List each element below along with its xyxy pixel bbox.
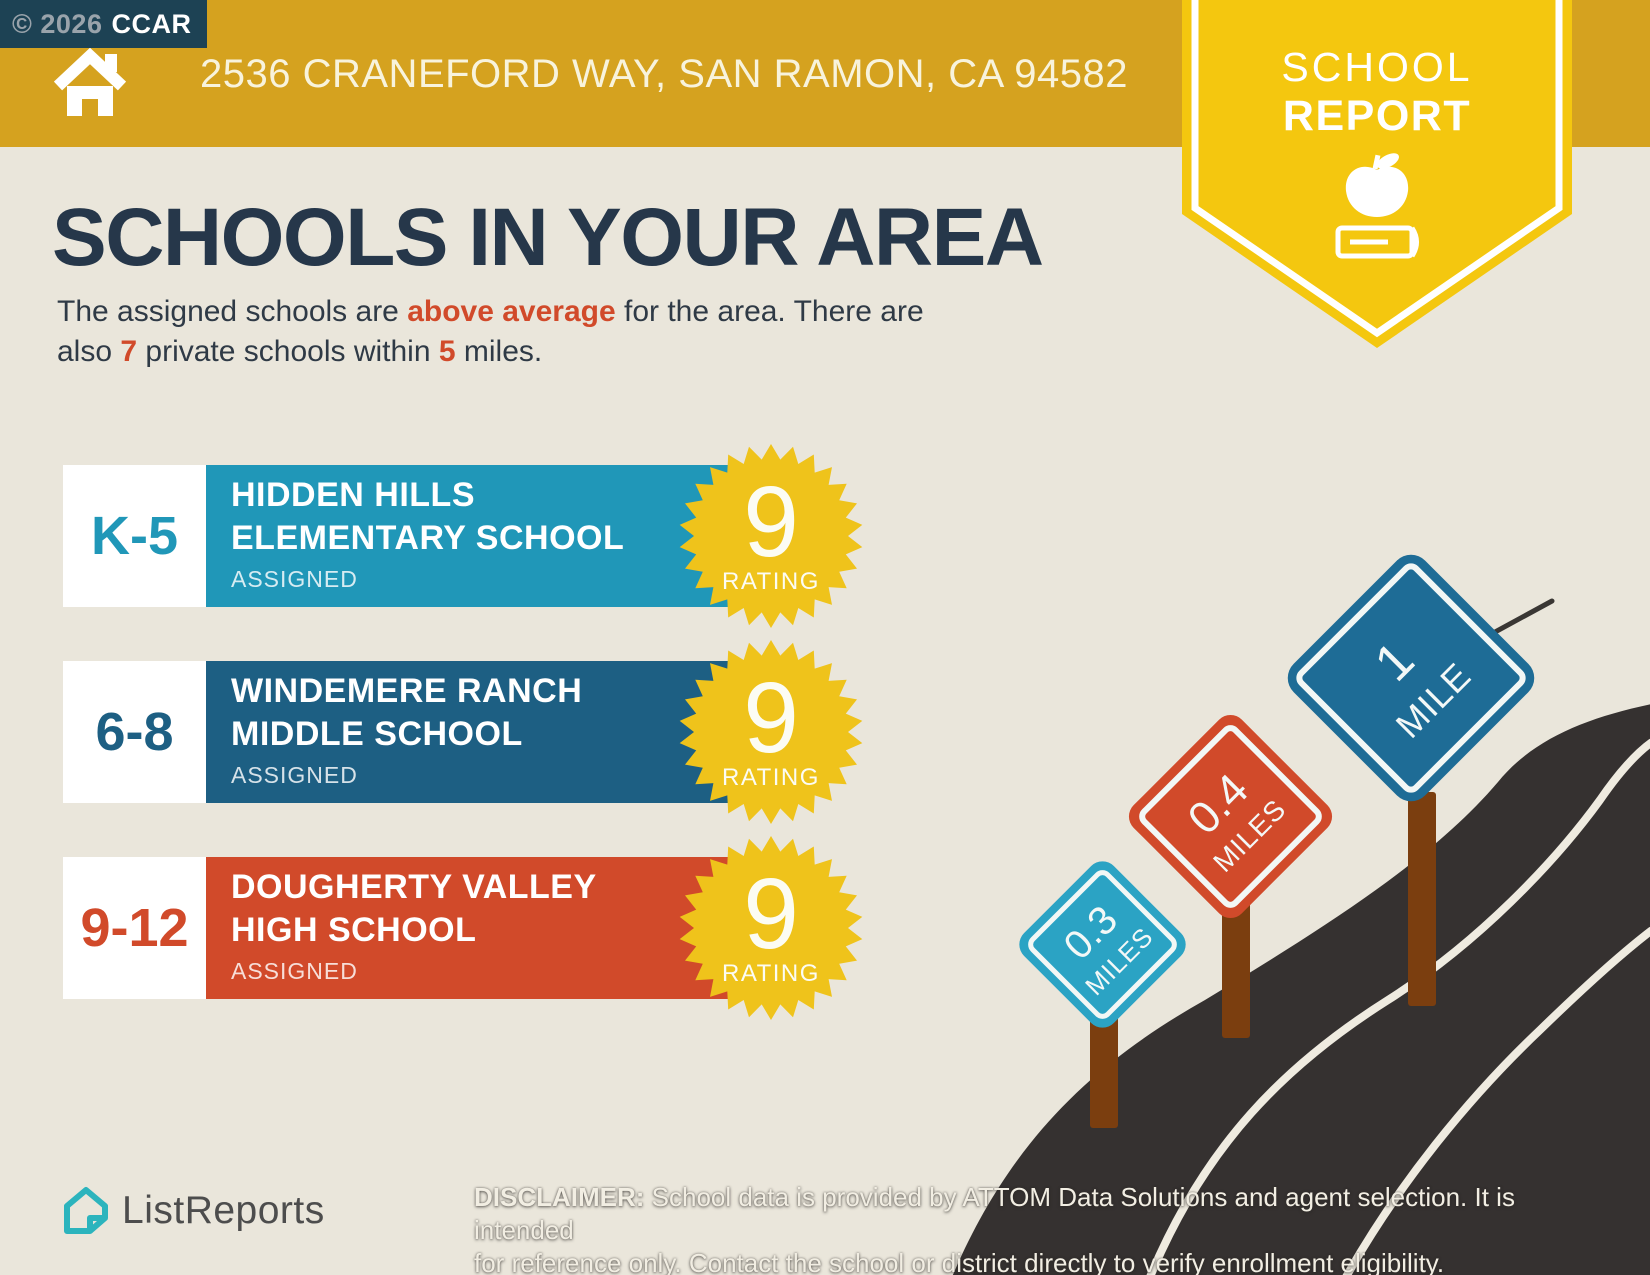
sign-distance-value: 1 [1363, 631, 1426, 693]
road-surface [952, 704, 1650, 1275]
rating-badge-0: 9 RATING [675, 440, 867, 632]
school-row-2: 9-12 DOUGHERTY VALLEY HIGH SCHOOL ASSIGN… [63, 857, 770, 999]
assigned-label: ASSIGNED [231, 958, 358, 984]
org-text: CCAR [111, 8, 192, 39]
school-name-line1: DOUGHERTY VALLEY [231, 868, 597, 906]
distance-sign-3: 1 MILE [1279, 546, 1543, 810]
disclaimer: DISCLAIMER: School data is provided by A… [474, 1181, 1534, 1275]
page-title: SCHOOLS IN YOUR AREA [52, 192, 1044, 283]
school-name-line2: ELEMENTARY SCHOOL [231, 519, 625, 557]
home-icon [53, 47, 127, 116]
disclaimer-label: DISCLAIMER: [474, 1182, 645, 1212]
subtitle-line-2: also 7 private schools within 5 miles. [57, 335, 543, 368]
property-address: 2536 CRANEFORD WAY, SAN RAMON, CA 94582 [200, 52, 1128, 96]
distance-sign-1: 0.3 MILES [1012, 854, 1193, 1035]
rating-value: 9 [743, 466, 799, 578]
starburst-icon [679, 444, 863, 628]
rating-value: 9 [743, 662, 799, 774]
page-subtitle: The assigned schools are above average f… [57, 292, 924, 372]
ribbon-title-line1: SCHOOL [1281, 44, 1473, 90]
sign-post [1408, 792, 1436, 1006]
school-name-line2: HIGH SCHOOL [231, 911, 477, 949]
grade-label: 9-12 [80, 898, 189, 958]
grade-box: 6-8 [63, 661, 206, 803]
school-row-1: 6-8 WINDEMERE RANCH MIDDLE SCHOOL ASSIGN… [63, 661, 770, 803]
starburst-icon [679, 836, 863, 1020]
rating-value: 9 [743, 858, 799, 970]
starburst-icon [679, 640, 863, 824]
grade-box: K-5 [63, 465, 206, 607]
school-name-line1: HIDDEN HILLS [231, 476, 475, 514]
sign-post [1090, 1012, 1118, 1128]
disclaimer-line-1: DISCLAIMER: School data is provided by A… [474, 1182, 1515, 1245]
grade-label: 6-8 [95, 702, 174, 762]
subtitle-line-1: The assigned schools are above average f… [57, 295, 924, 328]
rating-label: RATING [722, 960, 820, 987]
school-bar: WINDEMERE RANCH MIDDLE SCHOOL ASSIGNED [206, 661, 770, 803]
assigned-label: ASSIGNED [231, 566, 358, 592]
listreports-icon [64, 1187, 108, 1234]
road-lane-line-right [1342, 926, 1650, 1275]
distance-sign-2: 0.4 MILES [1122, 708, 1339, 925]
rating-label: RATING [722, 764, 820, 791]
rating-badge-2: 9 RATING [675, 832, 867, 1024]
copyright-badge: © 2026 CCAR [0, 0, 208, 48]
copyright-text: © 2026 [12, 8, 103, 39]
rating-badge-1: 9 RATING [675, 636, 867, 828]
school-name-line1: WINDEMERE RANCH [231, 672, 583, 710]
school-bar: DOUGHERTY VALLEY HIGH SCHOOL ASSIGNED [206, 857, 770, 999]
road-lane-line-left [1146, 738, 1650, 1275]
rating-label: RATING [722, 568, 820, 595]
apple-book-icon [1335, 153, 1419, 259]
listreports-wordmark: ListReports [122, 1189, 325, 1232]
listreports-logo: ListReports [63, 1186, 325, 1236]
grade-box: 9-12 [63, 857, 206, 999]
assigned-label: ASSIGNED [231, 762, 358, 788]
disclaimer-line-2: for reference only. Contact the school o… [474, 1248, 1445, 1275]
grade-label: K-5 [90, 506, 178, 566]
school-row-0: K-5 HIDDEN HILLS ELEMENTARY SCHOOL ASSIG… [63, 465, 770, 607]
school-bar: HIDDEN HILLS ELEMENTARY SCHOOL ASSIGNED [206, 465, 770, 607]
school-report-ribbon: SCHOOL REPORT [1182, 0, 1572, 350]
school-name-line2: MIDDLE SCHOOL [231, 715, 523, 753]
ribbon-title-line2: REPORT [1282, 92, 1472, 140]
